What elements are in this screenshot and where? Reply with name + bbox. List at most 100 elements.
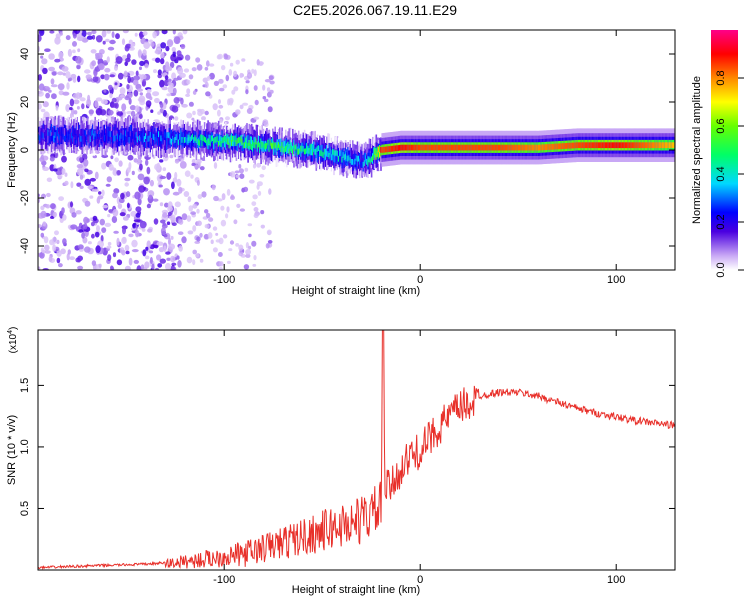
spectrogram-noise-blob — [124, 182, 129, 187]
spectrogram-ridge-cell — [158, 135, 160, 146]
spectrogram-ridge-cell — [323, 148, 326, 155]
spectrogram-ridge-cell — [417, 144, 420, 151]
spectrogram-noise-blob — [247, 223, 253, 227]
y-tick-label: 1.0 — [19, 439, 31, 454]
spectrogram-ridge-cell — [53, 135, 55, 142]
spectrogram-noise-blob — [64, 172, 68, 177]
y-tick-label: 1.5 — [19, 378, 31, 393]
spectrogram-noise-blob — [162, 212, 168, 218]
spectrogram-noise-blob — [56, 257, 61, 264]
spectrogram-ridge-cell — [489, 144, 492, 151]
spectrogram-ridge-cell — [342, 152, 345, 158]
spectrogram-noise-blob — [87, 241, 92, 245]
spectrogram-noise-blob — [185, 93, 191, 97]
spectrogram-noise-blob — [181, 213, 188, 221]
spectrogram-ridge-cell — [586, 142, 588, 149]
spectrogram-ridge-cell — [200, 137, 202, 148]
spectrogram-noise-blob — [91, 30, 97, 35]
spectrogram-ridge-cell — [139, 135, 141, 142]
spectrogram-ridge-cell — [56, 130, 59, 137]
spectrogram-noise-blob — [131, 249, 139, 253]
spectrogram-ridge-cell — [656, 142, 659, 149]
spectrogram-ridge-cell — [140, 131, 142, 138]
spectrogram-noise-blob — [132, 79, 139, 86]
spectrogram-noise-blob — [54, 230, 59, 236]
spectrogram-ridge-cell — [55, 135, 58, 142]
spectrogram-noise-blob — [170, 82, 174, 89]
spectrogram-ridge-cell — [112, 136, 114, 143]
spectrogram-ridge-cell — [360, 161, 362, 168]
spectrogram-ridge-cell — [543, 144, 546, 151]
spectrogram-ridge-cell — [230, 133, 233, 144]
spectrogram-ridge-cell — [534, 144, 536, 151]
spectrogram-noise-blob — [165, 251, 171, 255]
spectrogram-noise-blob — [112, 169, 118, 176]
spectrogram-noise-blob — [103, 62, 108, 66]
spectrogram-noise-blob — [230, 171, 236, 178]
spectrogram-noise-blob — [69, 256, 75, 261]
spectrogram-noise-blob — [186, 112, 193, 119]
spectrogram-noise-blob — [111, 31, 115, 38]
spectrogram-ridge-cell — [340, 150, 342, 157]
spectrogram-noise-blob — [199, 258, 204, 263]
spectrogram-noise-blob — [256, 162, 262, 168]
spectrogram-ridge-cell — [332, 148, 334, 155]
spectrogram-noise-blob — [123, 70, 128, 77]
spectrogram-ridge-cell — [414, 144, 416, 151]
spectrogram-ridge-cell — [314, 148, 316, 155]
spectrogram-ridge-cell — [182, 133, 185, 140]
spectrogram-noise-blob — [114, 65, 118, 71]
spectrogram-noise-blob — [87, 185, 93, 190]
spectrogram-noise-blob — [174, 59, 179, 64]
spectrogram-ridge-cell — [329, 149, 332, 166]
spectrogram-ridge-cell — [167, 136, 169, 147]
spectrogram-noise-blob — [252, 194, 258, 200]
spectrogram-ridge-cell — [273, 141, 275, 148]
spectrogram-noise-blob — [178, 186, 183, 194]
spectrogram-ridge-cell — [377, 148, 380, 160]
spectrogram-noise-blob — [48, 66, 55, 72]
spectrogram-ridge-cell — [214, 137, 216, 143]
spectrogram-noise-blob — [73, 30, 81, 35]
y-multiplier-base: (x10 — [8, 333, 19, 353]
spectrogram-ridge-cell — [41, 131, 44, 138]
spectrogram-noise-blob — [124, 95, 130, 101]
spectrogram-noise-blob — [111, 215, 118, 224]
spectrogram-ridge-cell — [535, 144, 537, 151]
spectrogram-noise-blob — [124, 45, 130, 52]
spectrogram-noise-blob — [52, 244, 56, 252]
spectrogram-noise-blob — [38, 74, 42, 81]
spectrogram-ridge-cell — [85, 131, 87, 143]
spectrogram-ridge-cell — [48, 132, 51, 138]
spectrogram-noise-blob — [40, 205, 45, 211]
spectrogram-noise-blob — [125, 191, 131, 198]
spectrogram-noise-blob — [39, 157, 45, 162]
spectrogram-ridge-cell — [110, 131, 113, 137]
spectrogram-ridge-cell — [395, 145, 398, 152]
spectrogram-noise-blob — [127, 75, 132, 84]
spectrogram-noise-blob — [220, 219, 227, 227]
spectrogram-noise-blob — [86, 98, 91, 107]
spectrogram-ridge-cell — [531, 144, 534, 151]
spectrogram-noise-blob — [114, 157, 119, 163]
spectrogram-ridge-cell — [274, 142, 276, 149]
spectrogram-noise-blob — [139, 66, 142, 71]
spectrogram-noise-blob — [117, 203, 123, 210]
spectrogram-noise-blob — [69, 98, 75, 107]
spectrogram-ridge-cell — [310, 143, 313, 150]
spectrogram-noise-blob — [42, 166, 50, 171]
spectrogram-noise-blob — [108, 209, 113, 213]
spectrogram-noise-blob — [95, 35, 103, 43]
spectrogram-ridge-cell — [658, 142, 661, 149]
spectrogram-noise-blob — [128, 39, 133, 45]
spectrogram-noise-blob — [173, 97, 180, 104]
spectrogram-ridge-cell — [667, 142, 669, 149]
spectrogram-ridge-cell — [272, 143, 274, 150]
spectrogram-ridge-cell — [256, 142, 259, 149]
spectrogram-noise-blob — [38, 266, 41, 270]
spectrogram-noise-blob — [251, 201, 257, 207]
spectrogram-noise-blob — [89, 195, 94, 199]
spectrogram-noise-blob — [122, 30, 129, 34]
spectrogram-ridge-cell — [426, 144, 428, 151]
spectrogram-noise-blob — [184, 54, 191, 61]
